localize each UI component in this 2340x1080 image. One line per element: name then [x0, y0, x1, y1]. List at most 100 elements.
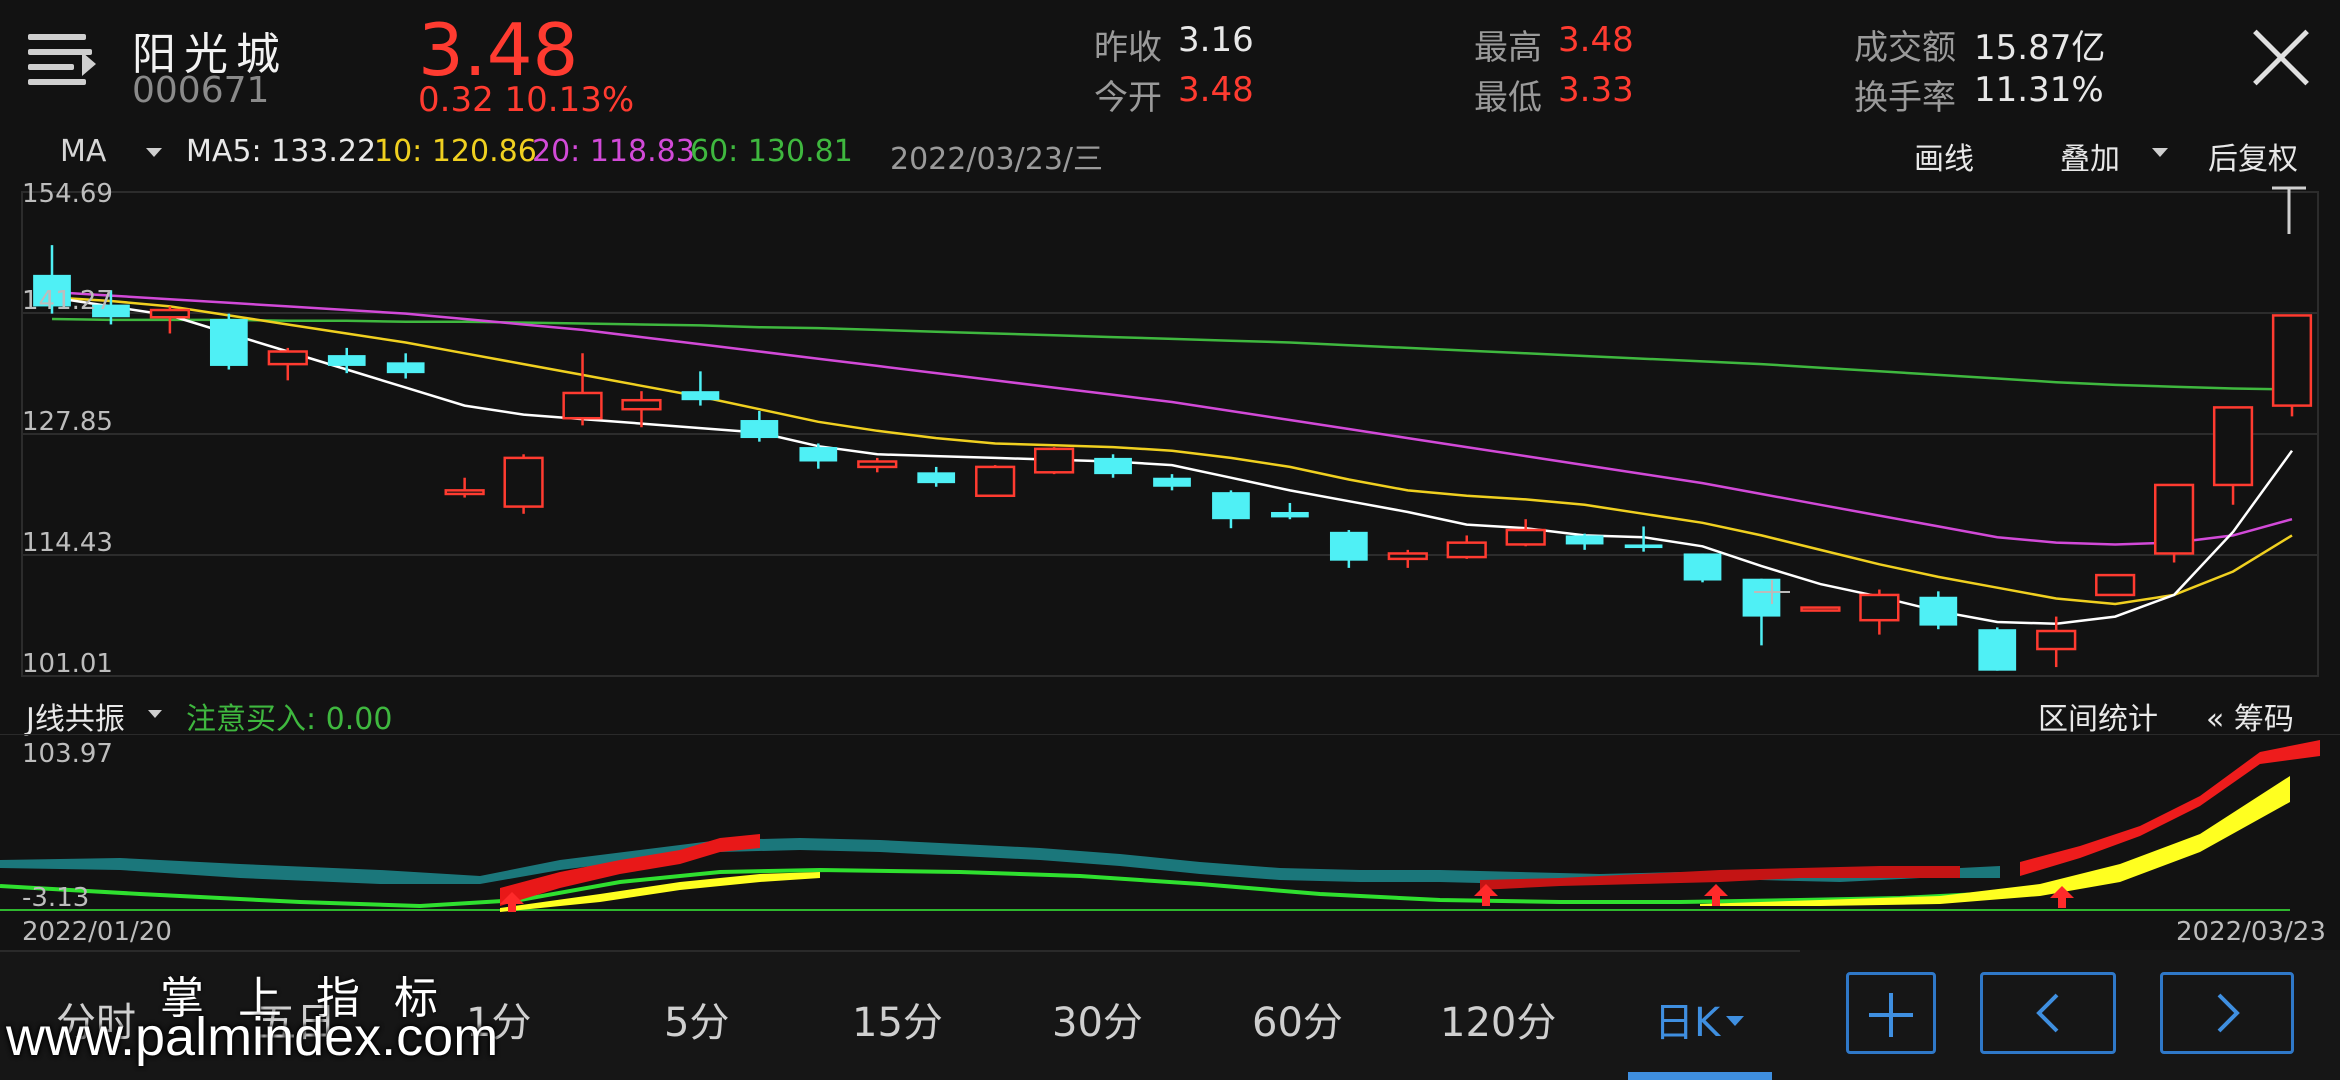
x-axis-end-date: 2022/03/23 — [2176, 917, 2326, 947]
candlestick — [1742, 578, 1781, 646]
candlestick — [209, 313, 248, 370]
period-tab-1min[interactable]: 1分 — [466, 1000, 532, 1046]
candlestick — [1446, 535, 1487, 559]
low-label: 最低 — [1474, 78, 1542, 118]
add-indicator-button[interactable] — [1846, 972, 1936, 1054]
menu-icon[interactable] — [28, 34, 96, 90]
sub-indicator-selector[interactable]: J线共振 — [26, 702, 125, 737]
watermark-url: www.palmindex.com — [6, 1007, 499, 1067]
draw-line-button[interactable]: 画线 — [1914, 142, 1974, 177]
candlestick — [1565, 533, 1604, 550]
ma20-value: 20: 118.83 — [532, 134, 695, 169]
chevron-down-icon[interactable] — [2152, 148, 2168, 157]
candlestick — [1153, 474, 1191, 491]
prev-button[interactable] — [1980, 972, 2116, 1054]
turnover-amount-label: 成交额 — [1854, 28, 1956, 68]
candlestick — [681, 371, 720, 406]
y-axis-tick-label: 127.85 — [22, 407, 113, 437]
chevron-down-icon[interactable] — [146, 148, 162, 157]
candlestick — [562, 353, 603, 426]
period-tab-intraday[interactable]: 分时 — [56, 1000, 136, 1046]
sub-axis-max: 103.97 — [22, 739, 113, 769]
candlestick — [1800, 606, 1841, 612]
turnover-rate-label: 换手率 — [1854, 78, 1956, 118]
ma20-line — [51, 290, 2293, 546]
chevron-left-icon — [2036, 993, 2059, 1033]
period-tab-30min[interactable]: 30分 — [1052, 1000, 1143, 1046]
candlestick — [267, 347, 308, 381]
signal-value: 注意买入: 0.00 — [186, 702, 393, 737]
kline-chart[interactable]: 154.69 141.27 127.85 114.43 101.01 — [0, 176, 2340, 686]
chips-button[interactable]: « 筹码 — [2206, 702, 2294, 737]
prev-close-label: 昨收 — [1094, 28, 1162, 68]
low-value: 3.33 — [1558, 70, 1634, 110]
range-stats-button[interactable]: 区间统计 — [2038, 702, 2158, 737]
prev-close-value: 3.16 — [1178, 20, 1254, 60]
high-value: 3.48 — [1558, 20, 1634, 60]
candlestick — [1094, 454, 1132, 478]
candlestick — [917, 466, 956, 487]
resonance-chart: 103.97 -3.13 2022/01/20 2022/03/23 — [0, 734, 2340, 947]
stock-name: 阳光城 — [132, 29, 288, 80]
watermark-title: 掌上指标 — [160, 973, 472, 1024]
active-period-indicator — [1628, 1072, 1772, 1080]
candlestick — [1978, 627, 2017, 671]
period-bar — [0, 950, 2340, 1080]
candlestick — [33, 245, 71, 314]
indicator-selector[interactable]: MA — [60, 134, 107, 169]
ma5-line — [51, 296, 2294, 626]
red-band — [500, 834, 760, 906]
cursor-date: 2022/03/23/三 — [890, 142, 1104, 177]
candlestick — [327, 347, 366, 374]
chevron-down-icon[interactable] — [148, 710, 162, 718]
red-band-mid — [1480, 866, 1960, 890]
y-axis-tick-label: 141.27 — [22, 286, 113, 316]
turnover-rate-value: 11.31% — [1974, 70, 2104, 110]
high-label: 最高 — [1474, 28, 1542, 68]
period-tab-five-day[interactable]: 五日 — [256, 1000, 336, 1046]
period-tab-daily[interactable]: 日K — [1654, 1000, 1721, 1046]
candlestick — [2153, 483, 2195, 563]
period-tab-5min[interactable]: 5分 — [664, 1000, 730, 1046]
period-tab-120min[interactable]: 120分 — [1440, 1000, 1557, 1046]
line-tool-icon[interactable] — [2272, 186, 2306, 234]
overlay-button[interactable]: 叠加 — [2060, 142, 2120, 177]
candlestick — [444, 477, 485, 498]
period-tab-60min[interactable]: 60分 — [1252, 1000, 1343, 1046]
candlestick — [1859, 589, 1900, 635]
sub-axis-min: -3.13 — [22, 883, 89, 913]
candlestick — [975, 465, 1016, 498]
chevron-right-icon — [2217, 993, 2240, 1033]
candlestick — [2271, 314, 2313, 417]
candlestick — [740, 411, 779, 442]
open-value: 3.48 — [1178, 70, 1254, 110]
candlestick — [1271, 502, 1309, 520]
last-price: 3.48 — [418, 8, 579, 92]
x-axis-start-date: 2022/01/20 — [22, 917, 172, 947]
candlestick — [799, 443, 838, 469]
stock-code: 000671 — [132, 70, 270, 111]
y-axis-tick-label: 114.43 — [22, 528, 113, 558]
y-axis-tick-label: 101.01 — [22, 649, 113, 679]
crosshair-marker — [1754, 580, 1790, 604]
adjust-button[interactable]: 后复权 — [2208, 142, 2298, 177]
candlestick — [1505, 519, 1546, 547]
teal-band — [0, 838, 2000, 884]
green-line — [0, 867, 2061, 909]
buy-arrow-icon — [500, 884, 2074, 912]
y-axis-tick-label: 154.69 — [22, 179, 113, 209]
candlestick — [621, 391, 662, 428]
chevron-down-icon[interactable] — [1726, 1016, 1744, 1026]
period-tab-15min[interactable]: 15分 — [852, 1000, 943, 1046]
candlestick — [386, 353, 425, 379]
candlestick — [1683, 553, 1722, 583]
turnover-amount-value: 15.87亿 — [1974, 28, 2106, 68]
ma60-line — [51, 317, 2293, 391]
ma60-value: 60: 130.81 — [690, 134, 853, 169]
close-icon[interactable] — [2250, 28, 2310, 88]
ma10-line — [51, 296, 2293, 606]
open-label: 今开 — [1094, 78, 1162, 118]
candlestick — [92, 290, 130, 325]
yellow-band-right — [1700, 776, 2290, 906]
next-button[interactable] — [2160, 972, 2294, 1054]
